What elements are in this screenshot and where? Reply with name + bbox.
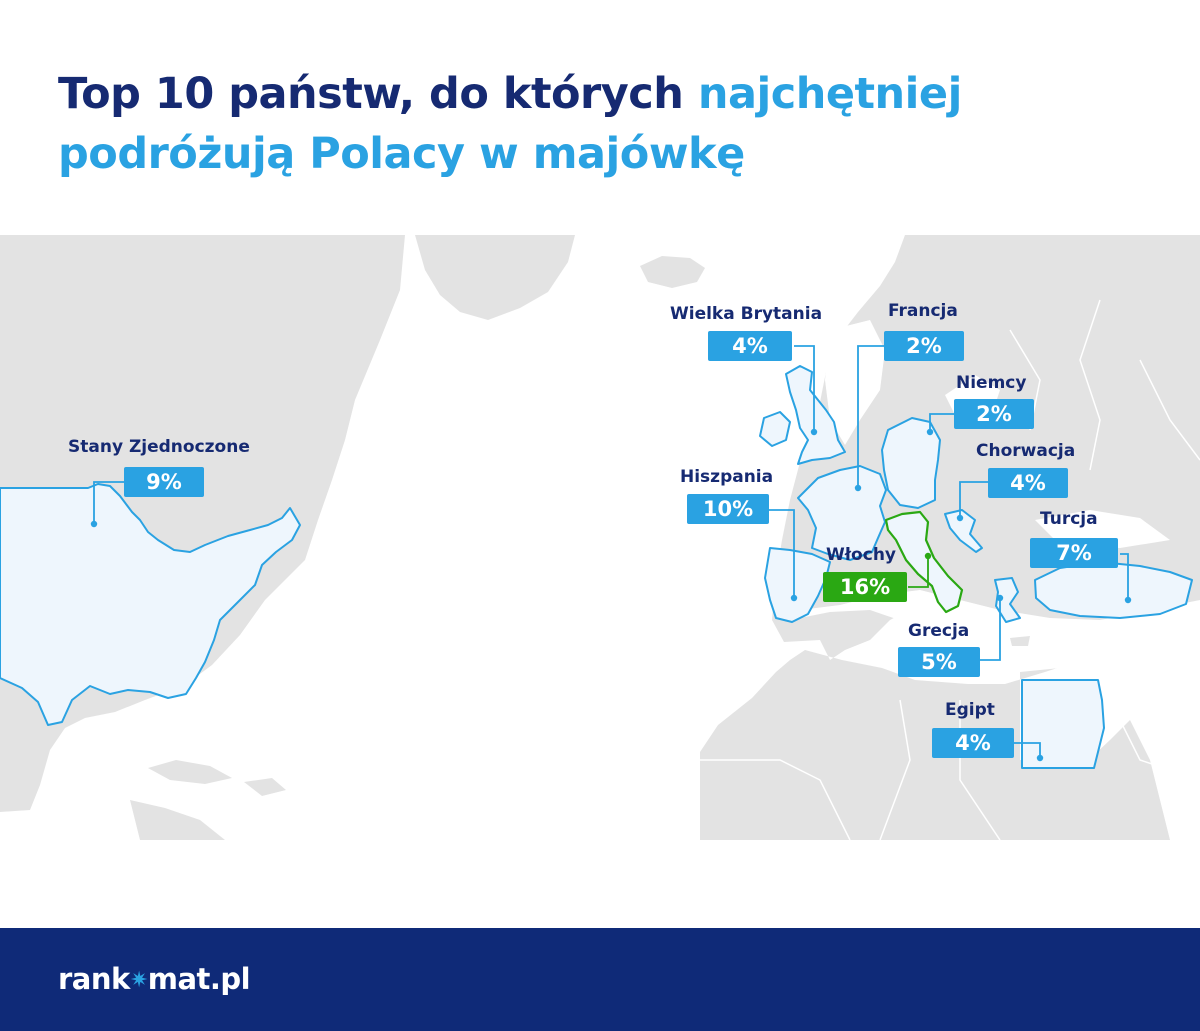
croatia-shape [944,509,983,553]
label-germany: Niemcy [956,373,1027,393]
badge-uk: 4% [708,331,792,361]
logo-text-left: rank [58,962,130,996]
badge-italy: 16% [823,572,907,602]
badge-usa: 9% [124,467,204,497]
north-sea [825,320,885,445]
spain-shape [764,547,831,623]
label-italy: Włochy [826,545,897,565]
title-part1: Top 10 państw, do których [58,69,698,119]
page-title: Top 10 państw, do których najchętniej pod… [58,64,1158,184]
badge-greece: 5% [898,647,980,677]
label-usa: Stany Zjednoczone [68,437,250,457]
badge-france: 2% [884,331,964,361]
badge-germany: 2% [954,399,1034,429]
badge-croatia: 4% [988,468,1068,498]
label-turkey: Turcja [1040,509,1098,529]
eurasia-africa-land [700,235,1200,840]
hispaniola-land [244,778,286,796]
france-shape [797,465,887,561]
label-spain: Hiszpania [680,467,774,487]
iceland-land [640,256,705,288]
mediterranean-sea [790,590,1200,672]
title-highlight2: podróżują Polacy w majówkę [58,129,745,179]
brand-logo[interactable]: rank✷mat.pl [58,962,251,996]
scandinavia-land [898,235,1200,405]
label-croatia: Chorwacja [976,441,1076,461]
greenland-land [415,235,575,320]
italy-shape [884,510,964,614]
logo-text-right: mat.pl [147,962,251,996]
title-highlight1: najchętniej [697,69,962,119]
badge-egypt: 4% [932,728,1014,758]
star-icon: ✷ [129,968,148,993]
ireland-shape [759,411,791,447]
egypt-shape [1021,679,1105,769]
usa-shape [0,483,301,726]
uk-shape [785,365,846,465]
central-america-land [130,800,225,840]
label-france: Francja [888,301,958,321]
label-egypt: Egipt [945,700,995,720]
badge-turkey: 7% [1030,538,1118,568]
label-uk: Wielka Brytania [670,304,823,324]
world-map [0,235,1200,840]
cuba-land [148,760,232,784]
footer: rank✷mat.pl [0,928,1200,1031]
label-greece: Grecja [908,621,970,641]
badge-spain: 10% [687,494,769,524]
